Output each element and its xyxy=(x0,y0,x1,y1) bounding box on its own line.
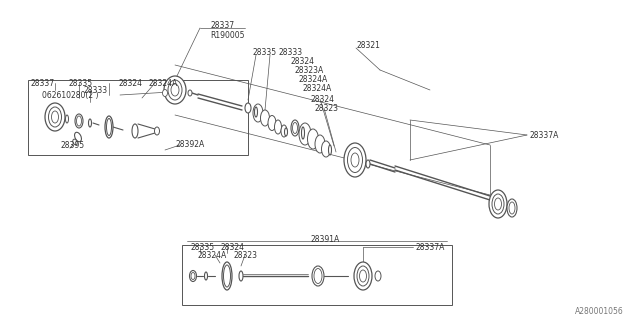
Text: 28324: 28324 xyxy=(310,94,334,103)
Ellipse shape xyxy=(189,270,196,282)
Ellipse shape xyxy=(495,198,502,210)
Ellipse shape xyxy=(301,127,305,139)
Text: 28395: 28395 xyxy=(60,140,84,149)
Ellipse shape xyxy=(260,110,269,126)
Ellipse shape xyxy=(321,141,330,157)
Ellipse shape xyxy=(509,202,515,214)
Ellipse shape xyxy=(291,120,299,136)
Ellipse shape xyxy=(357,266,369,286)
Ellipse shape xyxy=(268,116,276,131)
Text: 28324A: 28324A xyxy=(298,75,327,84)
Ellipse shape xyxy=(73,139,77,145)
Ellipse shape xyxy=(88,119,92,127)
Text: 28321: 28321 xyxy=(356,41,380,50)
Text: 28333: 28333 xyxy=(278,47,302,57)
Ellipse shape xyxy=(51,111,58,123)
Bar xyxy=(182,245,452,305)
Text: 28335: 28335 xyxy=(68,78,92,87)
Text: 28391A: 28391A xyxy=(310,236,339,244)
Ellipse shape xyxy=(223,265,230,287)
Ellipse shape xyxy=(191,273,195,279)
Ellipse shape xyxy=(163,90,168,97)
Text: 28323: 28323 xyxy=(233,251,257,260)
Ellipse shape xyxy=(74,132,81,142)
Ellipse shape xyxy=(281,125,287,137)
Ellipse shape xyxy=(315,135,325,153)
Ellipse shape xyxy=(65,115,68,123)
Text: 28337A: 28337A xyxy=(415,243,444,252)
Ellipse shape xyxy=(489,190,507,218)
Ellipse shape xyxy=(188,90,192,96)
Ellipse shape xyxy=(492,194,504,214)
Ellipse shape xyxy=(154,127,159,135)
Text: 28337: 28337 xyxy=(30,78,54,87)
Text: 28324A: 28324A xyxy=(197,251,227,260)
Ellipse shape xyxy=(45,103,65,131)
Ellipse shape xyxy=(275,120,282,134)
Text: 28323: 28323 xyxy=(314,103,338,113)
Ellipse shape xyxy=(344,143,366,177)
Ellipse shape xyxy=(314,268,322,284)
Ellipse shape xyxy=(255,107,257,117)
Text: 28392A: 28392A xyxy=(175,140,204,148)
Bar xyxy=(28,80,248,155)
Ellipse shape xyxy=(239,271,243,281)
Ellipse shape xyxy=(507,199,517,217)
Text: A280001056: A280001056 xyxy=(575,308,624,316)
Text: 28333: 28333 xyxy=(83,85,107,94)
Ellipse shape xyxy=(75,114,83,128)
Text: 28324A: 28324A xyxy=(302,84,332,92)
Ellipse shape xyxy=(106,118,111,135)
Text: 28323A: 28323A xyxy=(294,66,323,75)
Ellipse shape xyxy=(348,148,362,172)
Text: 28335: 28335 xyxy=(190,243,214,252)
Ellipse shape xyxy=(49,107,61,127)
Ellipse shape xyxy=(299,123,311,145)
Ellipse shape xyxy=(375,271,381,281)
Ellipse shape xyxy=(366,160,370,168)
Ellipse shape xyxy=(132,124,138,138)
Ellipse shape xyxy=(312,266,324,286)
Ellipse shape xyxy=(253,104,263,122)
Text: 062610280(2 ): 062610280(2 ) xyxy=(42,91,99,100)
Text: 28337A: 28337A xyxy=(530,131,559,140)
Ellipse shape xyxy=(205,272,207,280)
Ellipse shape xyxy=(168,80,182,100)
Ellipse shape xyxy=(360,270,367,282)
Text: 28324: 28324 xyxy=(290,57,314,66)
Text: 28335: 28335 xyxy=(252,47,276,57)
Text: R190005: R190005 xyxy=(210,30,244,39)
Ellipse shape xyxy=(328,145,332,155)
Ellipse shape xyxy=(171,84,179,96)
Ellipse shape xyxy=(351,153,359,167)
Ellipse shape xyxy=(105,116,113,138)
Ellipse shape xyxy=(77,116,81,126)
Text: 28324: 28324 xyxy=(220,243,244,252)
Ellipse shape xyxy=(307,129,319,149)
Ellipse shape xyxy=(354,262,372,290)
Text: 28337: 28337 xyxy=(210,20,234,29)
Ellipse shape xyxy=(285,128,287,136)
Text: 28324A: 28324A xyxy=(148,78,177,87)
Ellipse shape xyxy=(245,103,251,113)
Ellipse shape xyxy=(292,123,298,133)
Ellipse shape xyxy=(222,262,232,290)
Text: 28324: 28324 xyxy=(118,78,142,87)
Ellipse shape xyxy=(164,76,186,104)
